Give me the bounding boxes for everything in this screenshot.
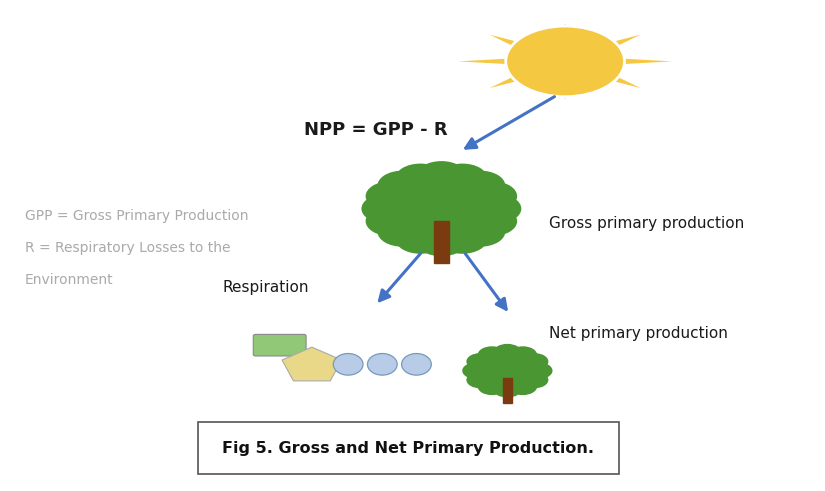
Text: Environment: Environment	[25, 273, 113, 287]
Circle shape	[416, 226, 467, 256]
Text: Respiration: Respiration	[223, 280, 309, 295]
Circle shape	[395, 164, 446, 193]
Circle shape	[493, 344, 521, 361]
Ellipse shape	[402, 354, 431, 375]
Text: Net primary production: Net primary production	[549, 327, 728, 341]
Circle shape	[437, 164, 488, 193]
Polygon shape	[489, 57, 577, 88]
Circle shape	[455, 171, 505, 201]
Circle shape	[467, 206, 517, 236]
Circle shape	[508, 346, 537, 363]
Circle shape	[520, 353, 549, 370]
Circle shape	[468, 347, 547, 394]
Text: R = Respiratory Losses to the: R = Respiratory Losses to the	[25, 241, 230, 255]
Circle shape	[437, 224, 488, 254]
Circle shape	[478, 346, 507, 363]
Circle shape	[478, 378, 507, 395]
Circle shape	[395, 224, 446, 254]
Circle shape	[365, 206, 416, 236]
Text: Fig 5. Gross and Net Primary Production.: Fig 5. Gross and Net Primary Production.	[223, 440, 594, 456]
Circle shape	[455, 217, 505, 246]
Circle shape	[524, 362, 553, 379]
Text: GPP = Gross Primary Production: GPP = Gross Primary Production	[25, 209, 248, 223]
Polygon shape	[554, 57, 641, 88]
Circle shape	[371, 167, 512, 250]
Ellipse shape	[333, 354, 363, 375]
Bar	[434, 221, 449, 263]
Polygon shape	[282, 347, 342, 381]
Circle shape	[365, 181, 416, 211]
Circle shape	[466, 371, 495, 388]
Circle shape	[493, 381, 521, 398]
Ellipse shape	[367, 354, 397, 375]
Polygon shape	[458, 55, 565, 67]
Circle shape	[416, 161, 467, 191]
Polygon shape	[554, 34, 641, 65]
Circle shape	[467, 181, 517, 211]
FancyBboxPatch shape	[253, 334, 306, 356]
Circle shape	[520, 371, 549, 388]
Circle shape	[471, 193, 521, 224]
Polygon shape	[549, 24, 582, 61]
Circle shape	[508, 378, 537, 395]
Polygon shape	[549, 61, 582, 99]
Circle shape	[361, 193, 412, 224]
Circle shape	[466, 353, 495, 370]
Text: NPP = GPP - R: NPP = GPP - R	[304, 121, 447, 139]
Text: Gross primary production: Gross primary production	[549, 216, 744, 231]
Bar	[503, 378, 512, 403]
Circle shape	[462, 362, 491, 379]
Circle shape	[378, 217, 428, 246]
Polygon shape	[489, 34, 577, 65]
Polygon shape	[565, 55, 672, 67]
Circle shape	[378, 171, 428, 201]
Ellipse shape	[506, 26, 625, 97]
FancyBboxPatch shape	[198, 422, 619, 474]
